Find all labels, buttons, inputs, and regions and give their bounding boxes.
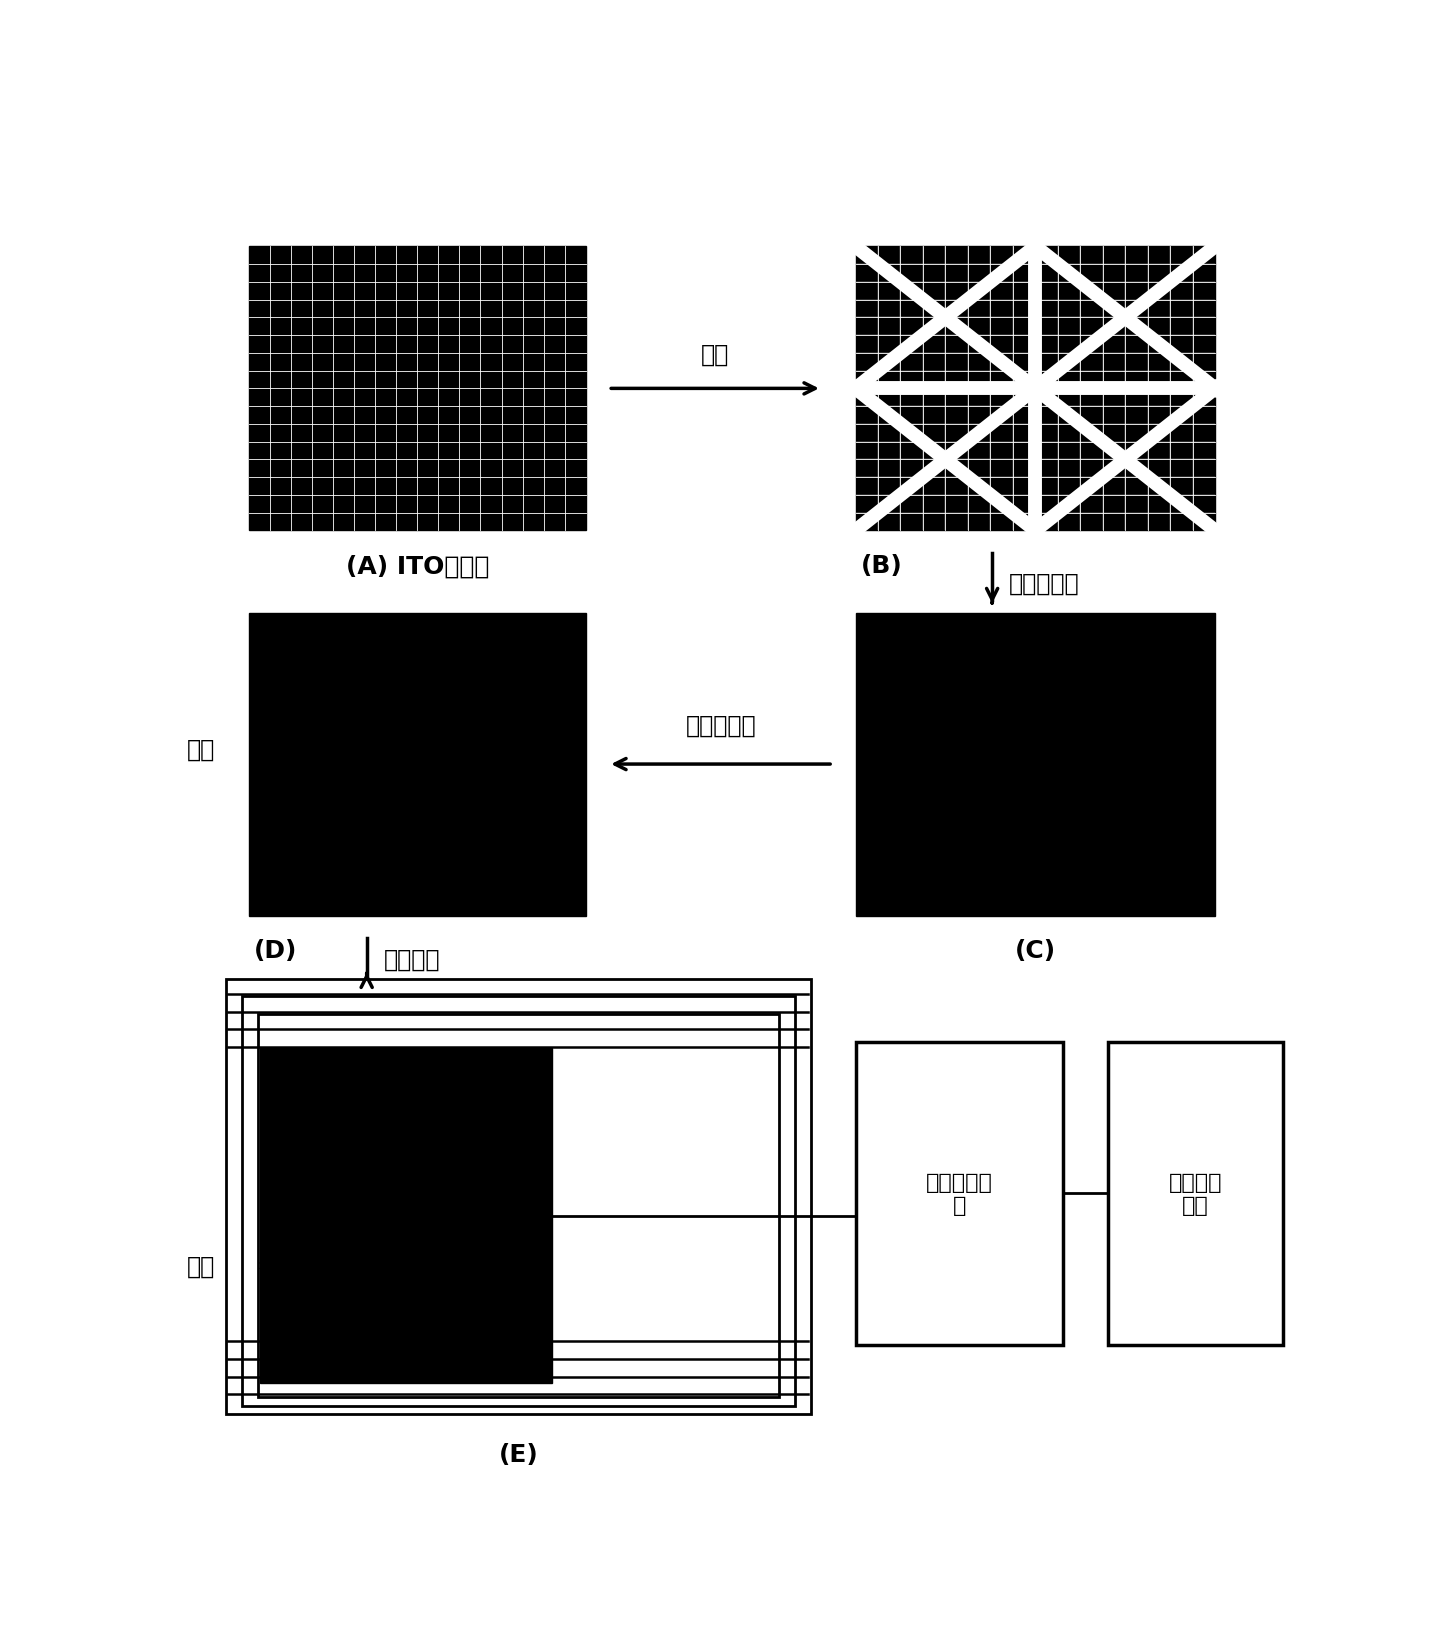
Bar	[856, 1042, 1063, 1346]
Text: (C): (C)	[1015, 939, 1056, 962]
Bar	[226, 978, 811, 1414]
Text: 腑蚀: 腑蚀	[700, 343, 729, 367]
Bar	[249, 247, 586, 531]
Bar	[856, 247, 1215, 531]
Text: (D): (D)	[254, 939, 297, 962]
Text: 曝光和显胶: 曝光和显胶	[686, 713, 755, 738]
Text: 细胞: 细胞	[187, 1254, 215, 1278]
Bar	[242, 997, 795, 1406]
Bar	[1108, 1042, 1282, 1346]
Bar	[260, 1049, 552, 1383]
Text: 微洞: 微洞	[187, 738, 215, 762]
Text: (A) ITO玻璃片: (A) ITO玻璃片	[345, 554, 489, 579]
Text: 多通道转换
器: 多通道转换 器	[927, 1172, 993, 1214]
Bar	[249, 613, 586, 916]
Bar	[856, 613, 1215, 916]
Text: 序列检测: 序列检测	[383, 947, 439, 970]
Text: 电化学工
作站: 电化学工 作站	[1169, 1172, 1222, 1214]
Bar	[258, 1015, 779, 1396]
Text: (B): (B)	[861, 554, 903, 579]
Text: (E): (E)	[499, 1442, 538, 1467]
Text: 覆盖光刻胶: 覆盖光刻胶	[1009, 572, 1080, 595]
